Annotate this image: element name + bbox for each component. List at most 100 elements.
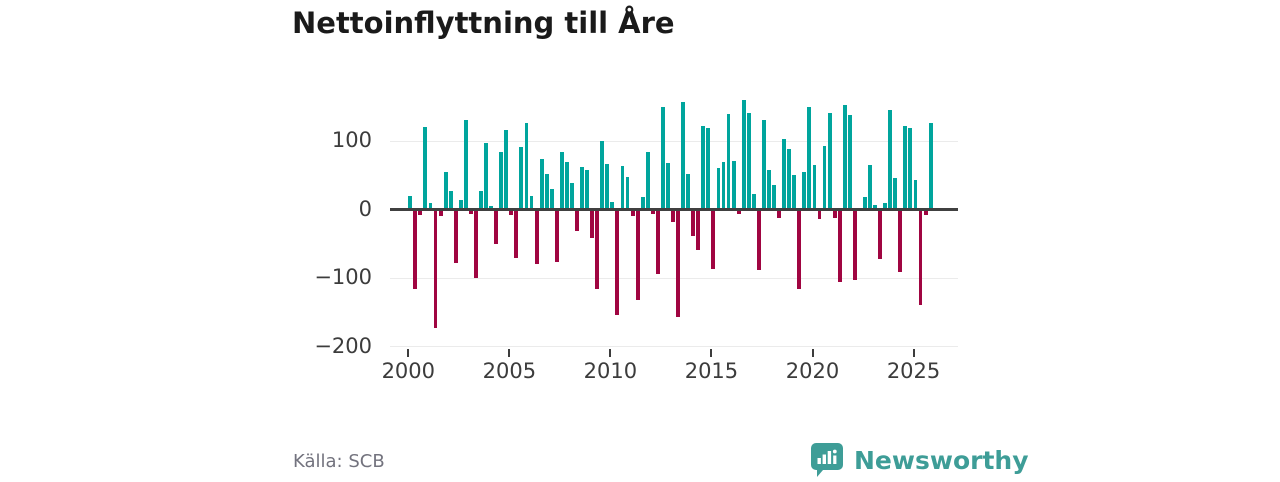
bar-positive <box>822 145 827 210</box>
bar-positive <box>519 146 524 210</box>
bar-negative <box>671 209 675 222</box>
bar-negative <box>817 209 822 219</box>
bar-positive <box>928 122 933 210</box>
bar-positive <box>428 203 433 210</box>
source-note: Källa: SCB <box>293 451 385 472</box>
x-tick-mark <box>609 349 612 357</box>
y-tick-label: 0 <box>358 196 372 221</box>
bar-positive <box>802 171 807 210</box>
bar-positive <box>423 127 428 210</box>
x-tick-label: 2025 <box>886 359 941 383</box>
bar-negative <box>433 209 438 328</box>
bar-positive <box>751 194 756 210</box>
bar-positive <box>812 165 817 210</box>
bar-negative <box>590 209 595 239</box>
bar-positive <box>625 177 630 210</box>
bar-negative <box>837 209 842 282</box>
bar-negative <box>575 209 579 232</box>
bar-negative <box>494 209 499 245</box>
bar-negative <box>438 209 443 217</box>
bar-negative <box>852 209 857 280</box>
bar-positive <box>787 149 792 210</box>
brand-logo: Newsworthy <box>810 442 1029 478</box>
bar-negative <box>797 209 802 290</box>
bar-positive <box>524 122 529 210</box>
bar-positive <box>903 125 908 210</box>
bar-positive <box>569 183 574 210</box>
bar-positive <box>842 105 847 210</box>
x-tick-mark <box>710 349 713 357</box>
bar-negative <box>918 209 923 306</box>
bar-negative <box>554 209 559 263</box>
y-gridline <box>390 277 958 279</box>
bar-positive <box>782 138 787 210</box>
bar-positive <box>913 179 918 210</box>
bar-negative <box>413 209 418 289</box>
bar-negative <box>756 209 761 270</box>
bar-negative <box>923 209 928 215</box>
bar-positive <box>645 151 650 210</box>
page-title: Nettoinflyttning till Åre <box>292 6 675 40</box>
bar-positive <box>559 151 564 210</box>
bar-negative <box>635 209 640 300</box>
x-tick-label: 2010 <box>583 359 638 383</box>
bar-negative <box>777 209 782 218</box>
x-tick-label: 2020 <box>785 359 840 383</box>
bar-positive <box>408 196 413 210</box>
bar-positive <box>499 152 504 210</box>
bar-negative <box>453 209 458 264</box>
bar-positive <box>863 196 867 210</box>
bar-negative <box>509 209 514 215</box>
chart-plot-area <box>390 95 958 348</box>
bar-negative <box>878 209 883 259</box>
bar-positive <box>458 200 463 210</box>
x-tick-mark <box>912 349 915 357</box>
bar-negative <box>473 209 478 278</box>
y-gridline <box>390 346 958 348</box>
bar-negative <box>630 209 635 217</box>
bar-positive <box>868 164 872 210</box>
y-tick-label: −100 <box>314 265 372 290</box>
bar-positive <box>580 166 584 210</box>
bar-positive <box>681 102 686 210</box>
bar-positive <box>772 185 776 210</box>
bar-positive <box>746 112 751 210</box>
bar-positive <box>716 167 721 210</box>
bar-negative <box>650 209 655 215</box>
bar-negative <box>418 209 423 215</box>
bar-positive <box>484 142 488 210</box>
bar-positive <box>893 178 898 210</box>
bar-positive <box>731 160 736 210</box>
bar-positive <box>873 205 878 210</box>
bar-negative <box>696 209 701 250</box>
bar-positive <box>564 162 569 210</box>
brand-name: Newsworthy <box>854 445 1029 475</box>
bar-positive <box>888 109 893 210</box>
bar-negative <box>615 209 620 315</box>
bar-positive <box>605 164 610 210</box>
bar-positive <box>807 107 812 210</box>
bar-positive <box>463 119 468 210</box>
bar-negative <box>691 209 696 236</box>
bar-negative <box>711 209 716 269</box>
bar-positive <box>585 169 590 210</box>
bar-negative <box>514 209 519 258</box>
x-tick-mark <box>811 349 814 357</box>
bar-positive <box>761 119 766 210</box>
bar-positive <box>529 196 534 210</box>
bar-positive <box>620 166 625 210</box>
bar-positive <box>640 196 645 210</box>
bar-positive <box>479 190 483 210</box>
bar-positive <box>443 171 448 210</box>
x-tick-label: 2015 <box>684 359 739 383</box>
bar-negative <box>468 209 473 215</box>
bar-positive <box>539 158 544 210</box>
bar-positive <box>544 173 549 210</box>
bar-negative <box>898 209 903 273</box>
bar-negative <box>655 209 660 274</box>
bar-positive <box>504 129 509 210</box>
bar-negative <box>595 209 600 289</box>
bar-positive <box>767 169 771 210</box>
bar-positive <box>448 191 453 210</box>
bar-positive <box>701 126 706 210</box>
